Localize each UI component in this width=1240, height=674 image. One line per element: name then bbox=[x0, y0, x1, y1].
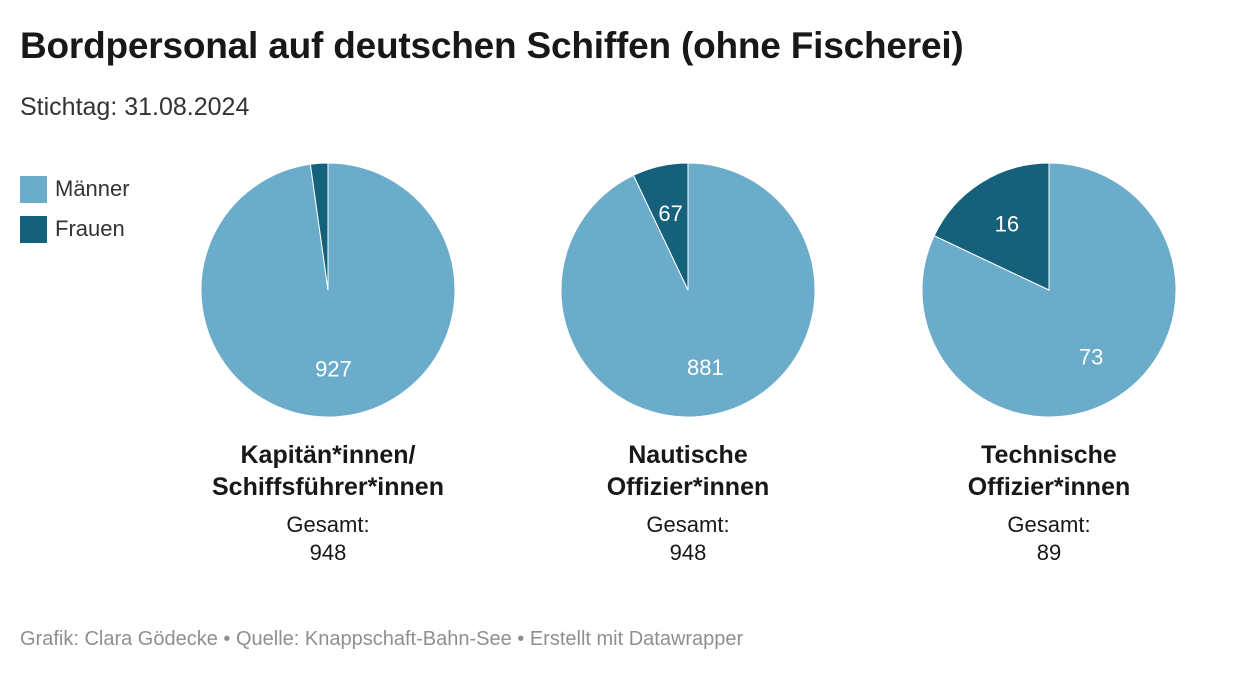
category-label-line2: Offizier*innen bbox=[967, 473, 1131, 501]
pie-svg-nautische-offiziere: 881 67 bbox=[560, 162, 816, 418]
legend-label-frauen: Frauen bbox=[55, 216, 125, 241]
slice-label-frauen: 67 bbox=[658, 201, 682, 226]
pie-slice-frauen bbox=[632, 162, 689, 291]
category-label: Nautische Offizier*innen bbox=[518, 439, 858, 503]
chart-subtitle: Stichtag: 31.08.2024 bbox=[20, 93, 250, 121]
category-label-line1: Nautische bbox=[628, 441, 748, 469]
total-label: Gesamt: bbox=[286, 512, 370, 537]
pie-chart-kapitaene: 927 Kapitän*innen/ Schiffsführer*innen G… bbox=[158, 162, 498, 567]
category-label-line1: Kapitän*innen/ bbox=[240, 441, 416, 469]
pie-slice-maenner bbox=[560, 162, 816, 418]
category-label-line2: Schiffsführer*innen bbox=[212, 473, 444, 501]
pie-chart-technische-offiziere: 73 16 Technische Offizier*innen Gesamt: 8… bbox=[879, 162, 1219, 567]
total-value: 948 bbox=[669, 540, 707, 565]
total-label: Gesamt: bbox=[646, 512, 730, 537]
pie-chart-nautische-offiziere: 881 67 Nautische Offizier*innen Gesamt: 9… bbox=[518, 162, 858, 567]
slice-label-maenner: 927 bbox=[315, 357, 352, 382]
slice-label-maenner: 881 bbox=[687, 355, 724, 380]
category-label-line1: Technische bbox=[981, 441, 1117, 469]
pie-slice-frauen bbox=[309, 162, 329, 291]
total-label: Gesamt: bbox=[1007, 512, 1091, 537]
slice-label-maenner: 73 bbox=[1079, 345, 1103, 370]
slice-label-frauen: 16 bbox=[995, 211, 1019, 236]
total-value: 948 bbox=[309, 540, 347, 565]
legend: Männer Frauen bbox=[20, 174, 130, 254]
pie-svg-technische-offiziere: 73 16 bbox=[921, 162, 1177, 418]
category-label: Kapitän*innen/ Schiffsführer*innen bbox=[158, 439, 498, 503]
source-credits: Grafik: Clara Gödecke • Quelle: Knappsch… bbox=[20, 628, 744, 650]
pie-svg-kapitaene: 927 bbox=[200, 162, 456, 418]
legend-swatch-maenner bbox=[20, 175, 47, 203]
pie-slice-maenner bbox=[921, 162, 1177, 418]
legend-item-maenner: Männer bbox=[20, 174, 130, 204]
pie-slice-frauen bbox=[933, 162, 1050, 291]
total-value: 89 bbox=[1036, 540, 1062, 565]
legend-label-maenner: Männer bbox=[55, 176, 130, 201]
legend-swatch-frauen bbox=[20, 215, 47, 243]
legend-item-frauen: Frauen bbox=[20, 214, 130, 244]
chart-title: Bordpersonal auf deutschen Schiffen (ohn… bbox=[20, 25, 964, 66]
category-label-line2: Offizier*innen bbox=[606, 473, 770, 501]
category-label: Technische Offizier*innen bbox=[879, 439, 1219, 503]
